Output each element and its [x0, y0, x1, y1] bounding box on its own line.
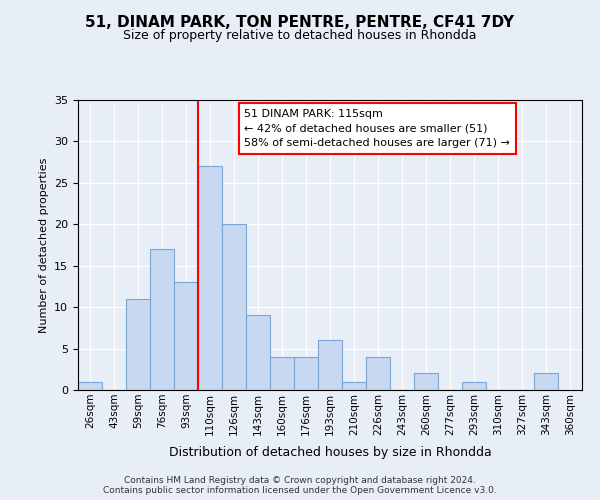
- Bar: [342, 382, 366, 390]
- Bar: [174, 282, 198, 390]
- Bar: [222, 224, 246, 390]
- Bar: [150, 249, 174, 390]
- Bar: [270, 357, 294, 390]
- Text: Contains HM Land Registry data © Crown copyright and database right 2024.
Contai: Contains HM Land Registry data © Crown c…: [103, 476, 497, 495]
- Y-axis label: Number of detached properties: Number of detached properties: [38, 158, 49, 332]
- Bar: [318, 340, 342, 390]
- Bar: [414, 374, 438, 390]
- X-axis label: Distribution of detached houses by size in Rhondda: Distribution of detached houses by size …: [169, 446, 491, 459]
- Bar: [246, 316, 270, 390]
- Bar: [534, 374, 558, 390]
- Bar: [198, 166, 222, 390]
- Text: 51, DINAM PARK, TON PENTRE, PENTRE, CF41 7DY: 51, DINAM PARK, TON PENTRE, PENTRE, CF41…: [85, 15, 515, 30]
- Text: 51 DINAM PARK: 115sqm
← 42% of detached houses are smaller (51)
58% of semi-deta: 51 DINAM PARK: 115sqm ← 42% of detached …: [244, 108, 510, 148]
- Text: Size of property relative to detached houses in Rhondda: Size of property relative to detached ho…: [123, 29, 477, 42]
- Bar: [78, 382, 102, 390]
- Bar: [366, 357, 390, 390]
- Bar: [294, 357, 318, 390]
- Bar: [126, 299, 150, 390]
- Bar: [462, 382, 486, 390]
